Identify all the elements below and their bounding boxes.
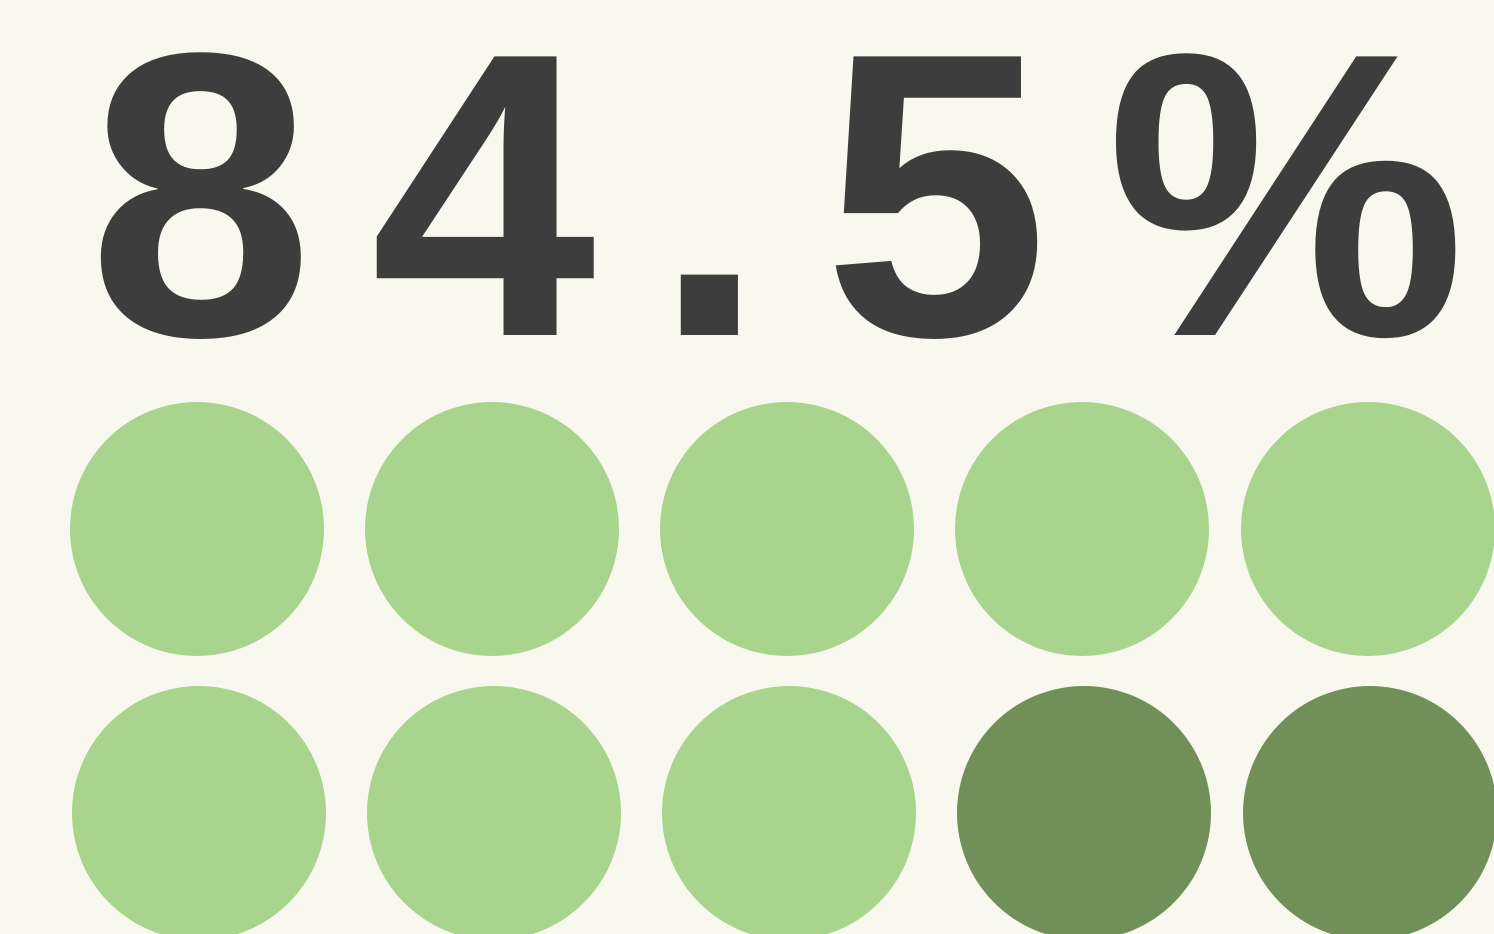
dot-grid bbox=[70, 402, 1494, 934]
dot bbox=[662, 686, 916, 934]
dot-dark bbox=[1243, 686, 1494, 934]
dot bbox=[955, 402, 1209, 656]
dot bbox=[367, 686, 621, 934]
dot bbox=[660, 402, 914, 656]
dot bbox=[365, 402, 619, 656]
dot bbox=[72, 686, 326, 934]
dot bbox=[70, 402, 324, 656]
dot-dark bbox=[957, 686, 1211, 934]
dot bbox=[1241, 402, 1494, 656]
